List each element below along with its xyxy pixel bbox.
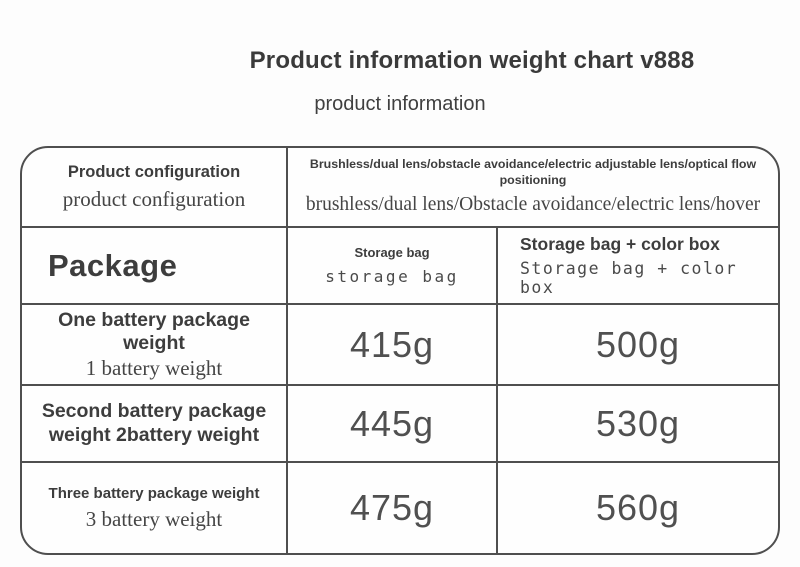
product-spec-table: Product configuration product configurat… xyxy=(20,146,780,555)
cell-package: Package xyxy=(22,228,288,305)
cell-weight-bag-2: 445g xyxy=(288,386,498,463)
cell-two-battery-weight: Second battery package weight 2battery w… xyxy=(22,386,288,463)
cell-one-battery-weight: One battery package weight 1 battery wei… xyxy=(22,305,288,386)
page-title: Product information weight chart v888 xyxy=(249,47,695,74)
weight-value: 475g xyxy=(349,487,435,528)
three-battery-label: Three battery package weight xyxy=(48,484,260,502)
page-subtitle: product information xyxy=(314,93,486,115)
weight-value: 500g xyxy=(595,323,681,365)
two-battery-label: Second battery package weight 2battery w… xyxy=(41,400,267,446)
cell-storage-bag: Storage bag storage bag xyxy=(288,228,498,305)
storage-bag-label: Storage bag xyxy=(354,245,430,261)
package-label: Package xyxy=(48,247,178,283)
cell-weight-box-3: 560g xyxy=(498,463,778,553)
features-sublabel: brushless/dual lens/Obstacle avoidance/e… xyxy=(305,194,761,216)
storage-bag-color-box-sublabel: Storage bag + color box xyxy=(520,259,738,297)
cell-weight-bag-3: 475g xyxy=(288,463,498,553)
one-battery-sublabel: 1 battery weight xyxy=(85,355,223,380)
product-configuration-label: Product configuration xyxy=(67,163,241,182)
features-label: Brushless/dual lens/obstacle avoidance/e… xyxy=(309,157,757,187)
one-battery-label: One battery package weight xyxy=(58,309,250,355)
cell-weight-box-2: 530g xyxy=(498,386,778,463)
cell-configuration-features: Brushless/dual lens/obstacle avoidance/e… xyxy=(288,148,778,228)
spec-table-grid: Product configuration product configurat… xyxy=(22,148,778,553)
cell-three-battery-weight: Three battery package weight 3 battery w… xyxy=(22,463,288,553)
cell-weight-box-1: 500g xyxy=(498,305,778,386)
weight-value: 530g xyxy=(595,402,681,444)
cell-weight-bag-1: 415g xyxy=(288,305,498,386)
three-battery-sublabel: 3 battery weight xyxy=(85,506,223,531)
cell-storage-bag-color-box: Storage bag + color box Storage bag + co… xyxy=(498,228,778,305)
weight-value: 415g xyxy=(349,323,435,365)
product-configuration-sublabel: product configuration xyxy=(62,186,246,211)
cell-product-configuration: Product configuration product configurat… xyxy=(22,148,288,228)
weight-value: 560g xyxy=(595,487,681,528)
storage-bag-color-box-label: Storage bag + color box xyxy=(520,234,720,254)
weight-value: 445g xyxy=(349,402,435,444)
storage-bag-sublabel: storage bag xyxy=(325,266,459,286)
